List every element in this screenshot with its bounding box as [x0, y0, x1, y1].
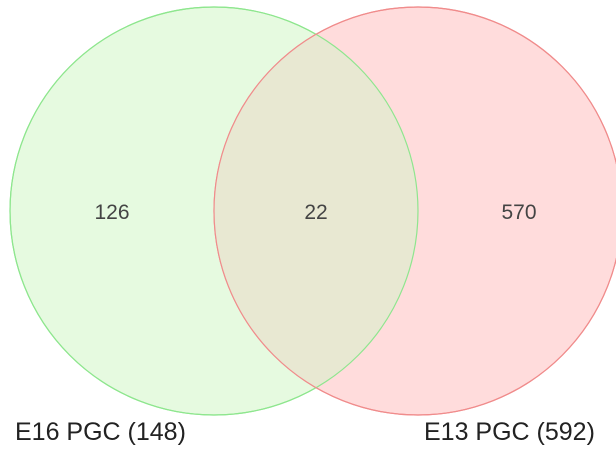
- count-e13-only: 570: [501, 201, 536, 224]
- set-outline-e16: [9, 6, 419, 416]
- overlap-region: [214, 7, 418, 415]
- count-overlap: 22: [304, 201, 327, 224]
- count-e16-only: 126: [94, 201, 129, 224]
- set-outline-e13: [213, 6, 616, 416]
- set-label-e13: E13 PGC (592): [424, 418, 595, 446]
- set-label-e16: E16 PGC (148): [15, 418, 186, 446]
